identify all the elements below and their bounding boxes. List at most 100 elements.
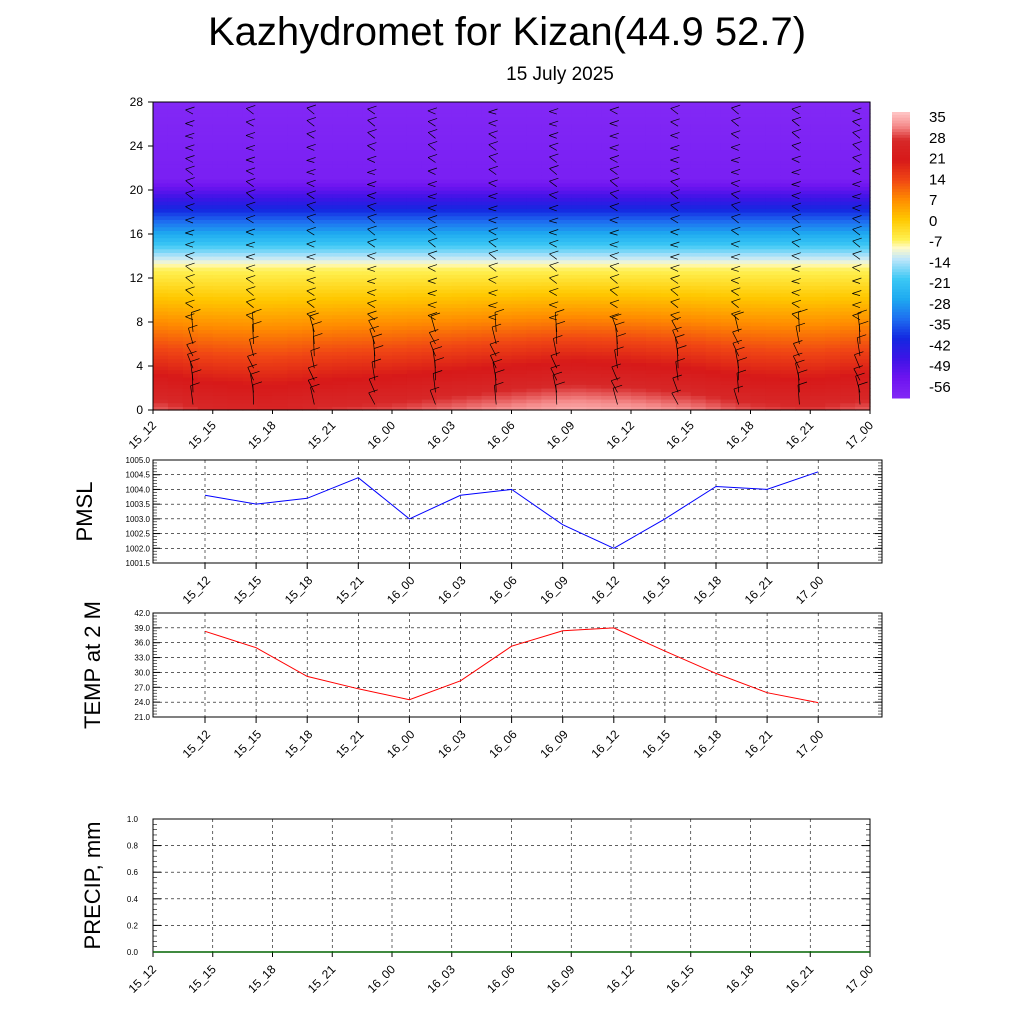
heatmap-cell <box>257 164 274 169</box>
heatmap-cell <box>302 113 318 118</box>
heatmap-cell <box>481 153 498 158</box>
heatmap-cell <box>825 109 841 114</box>
heatmap-cell <box>347 358 363 363</box>
heatmap-cell <box>392 285 408 290</box>
wind-barb-flag <box>245 118 256 123</box>
colorbar-cell <box>892 280 910 285</box>
heatmap-cell <box>451 391 468 396</box>
heatmap-cell <box>735 270 752 275</box>
heatmap-cell <box>645 351 662 356</box>
heatmap-cell <box>586 256 602 261</box>
wind-barb-flag <box>791 213 802 218</box>
heatmap-cell <box>690 358 707 363</box>
wind-barb <box>731 301 739 308</box>
heatmap-cell <box>690 124 707 129</box>
heatmap-cell <box>287 204 303 209</box>
heatmap-cell <box>720 351 737 356</box>
heatmap-cell <box>855 336 871 341</box>
heatmap-cell <box>616 120 632 125</box>
heatmap-cell <box>795 388 811 393</box>
heatmap-cell <box>825 388 841 393</box>
heatmap-cell <box>705 314 722 319</box>
heatmap-cell <box>556 105 572 110</box>
wind-barb <box>185 289 194 296</box>
heatmap-cell <box>840 230 856 235</box>
heatmap-cell <box>645 204 662 209</box>
wind-barb <box>670 256 679 260</box>
heatmap-cell <box>287 281 303 286</box>
heatmap-cell <box>675 230 692 235</box>
wind-barb-flag <box>246 189 256 194</box>
heatmap-cell <box>750 182 767 187</box>
heatmap-cell <box>227 168 244 173</box>
heatmap-cell <box>287 157 303 162</box>
heatmap-cell <box>616 340 632 345</box>
wind-barb <box>731 159 739 163</box>
wind-barb-flag <box>791 169 801 173</box>
y-tick-label: 24 <box>130 139 144 153</box>
heatmap-cell <box>167 179 184 184</box>
wind-barb-flag <box>185 286 195 291</box>
heatmap-cell <box>496 175 513 180</box>
heatmap-cell <box>780 325 796 330</box>
heatmap-cell <box>212 336 229 341</box>
heatmap-cell <box>825 318 841 323</box>
heatmap-cell <box>825 116 841 121</box>
heatmap-cell <box>272 179 289 184</box>
wind-barb-flag <box>549 229 559 233</box>
wind-barb <box>306 120 315 127</box>
heatmap-cell <box>182 127 199 132</box>
heatmap-cell <box>392 208 408 213</box>
heatmap-cell <box>481 179 498 184</box>
heatmap-cell <box>317 105 333 110</box>
heatmap-cell <box>197 402 214 407</box>
wind-barb-flag <box>549 132 559 136</box>
heatmap-cell <box>481 292 498 297</box>
wind-barb <box>549 242 557 248</box>
heatmap-cell <box>541 109 557 114</box>
heatmap-cell <box>541 226 557 231</box>
heatmap-cell <box>541 406 557 411</box>
wind-barb <box>427 110 436 115</box>
heatmap-cell <box>705 215 722 220</box>
heatmap-cell <box>212 186 229 191</box>
heatmap-cell <box>855 307 871 312</box>
heatmap-cell <box>317 300 333 305</box>
heatmap-cell <box>765 142 781 147</box>
heatmap-cell <box>645 105 662 110</box>
heatmap-cell <box>526 212 542 217</box>
heatmap-cell <box>631 256 647 261</box>
heatmap-cell <box>556 164 572 169</box>
wind-barb <box>732 343 740 357</box>
heatmap-cell <box>586 171 602 176</box>
heatmap-cell <box>720 237 737 242</box>
heatmap-cell <box>332 190 348 195</box>
wind-barb-flag <box>310 347 320 351</box>
colorbar-cell <box>892 343 910 348</box>
wind-barb <box>731 313 739 321</box>
heatmap-cell <box>586 380 602 385</box>
heatmap-cell <box>750 153 767 158</box>
heatmap-cell <box>182 241 199 246</box>
heatmap-cell <box>645 171 662 176</box>
heatmap-cell <box>182 135 199 140</box>
wind-barb-flag <box>611 377 621 382</box>
heatmap-cell <box>690 248 707 253</box>
heatmap-cell <box>242 347 259 352</box>
heatmap-cell <box>735 362 752 367</box>
heatmap-cell <box>750 314 767 319</box>
colorbar-cell <box>892 163 910 167</box>
heatmap-cell <box>406 212 423 217</box>
heatmap-cell <box>167 153 184 158</box>
heatmap-cell <box>302 285 318 290</box>
heatmap-cell <box>481 113 498 118</box>
heatmap-cell <box>481 325 498 330</box>
heatmap-cell <box>795 274 811 279</box>
heatmap-cell <box>631 369 647 374</box>
heatmap-cell <box>347 267 363 272</box>
heatmap-cell <box>675 329 692 334</box>
heatmap-cell <box>735 384 752 389</box>
heatmap-cell <box>242 226 259 231</box>
heatmap-cell <box>392 223 408 228</box>
